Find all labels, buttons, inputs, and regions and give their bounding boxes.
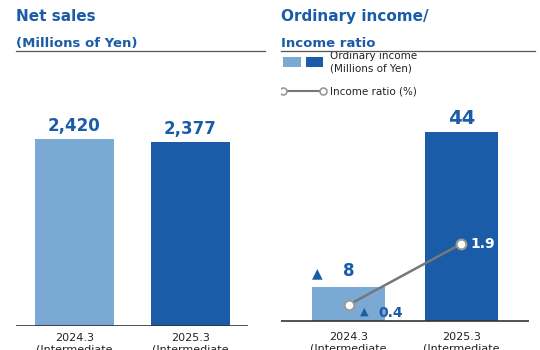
Text: 2,377: 2,377: [164, 120, 217, 138]
Bar: [312, 287, 385, 321]
Text: 2025.3
(Intermediate
Period): 2025.3 (Intermediate Period): [152, 333, 228, 350]
Bar: [306, 57, 323, 68]
Bar: [151, 142, 230, 326]
Text: Income ratio: Income ratio: [281, 37, 375, 50]
Text: ▲: ▲: [312, 266, 322, 280]
Text: Income ratio (%): Income ratio (%): [330, 86, 417, 96]
Text: 44: 44: [448, 109, 475, 128]
Text: Ordinary income/: Ordinary income/: [281, 9, 428, 24]
Text: ▲: ▲: [360, 306, 368, 316]
Text: (Millions of Yen): (Millions of Yen): [16, 37, 138, 50]
Text: 1.9: 1.9: [470, 237, 495, 251]
Bar: [35, 139, 114, 326]
Text: 2024.3
(Intermediate
Period): 2024.3 (Intermediate Period): [36, 333, 112, 350]
Text: Net sales: Net sales: [16, 9, 96, 24]
Text: 0.4: 0.4: [378, 306, 402, 320]
Text: Ordinary income
(Millions of Yen): Ordinary income (Millions of Yen): [330, 51, 417, 73]
Bar: [425, 132, 498, 321]
Text: 8: 8: [343, 262, 354, 280]
Bar: [284, 57, 301, 68]
Text: 2024.3
(Intermediate
Period): 2024.3 (Intermediate Period): [310, 332, 387, 350]
Text: 2025.3
(Intermediate
Period): 2025.3 (Intermediate Period): [423, 332, 500, 350]
Text: 2,420: 2,420: [48, 117, 100, 135]
